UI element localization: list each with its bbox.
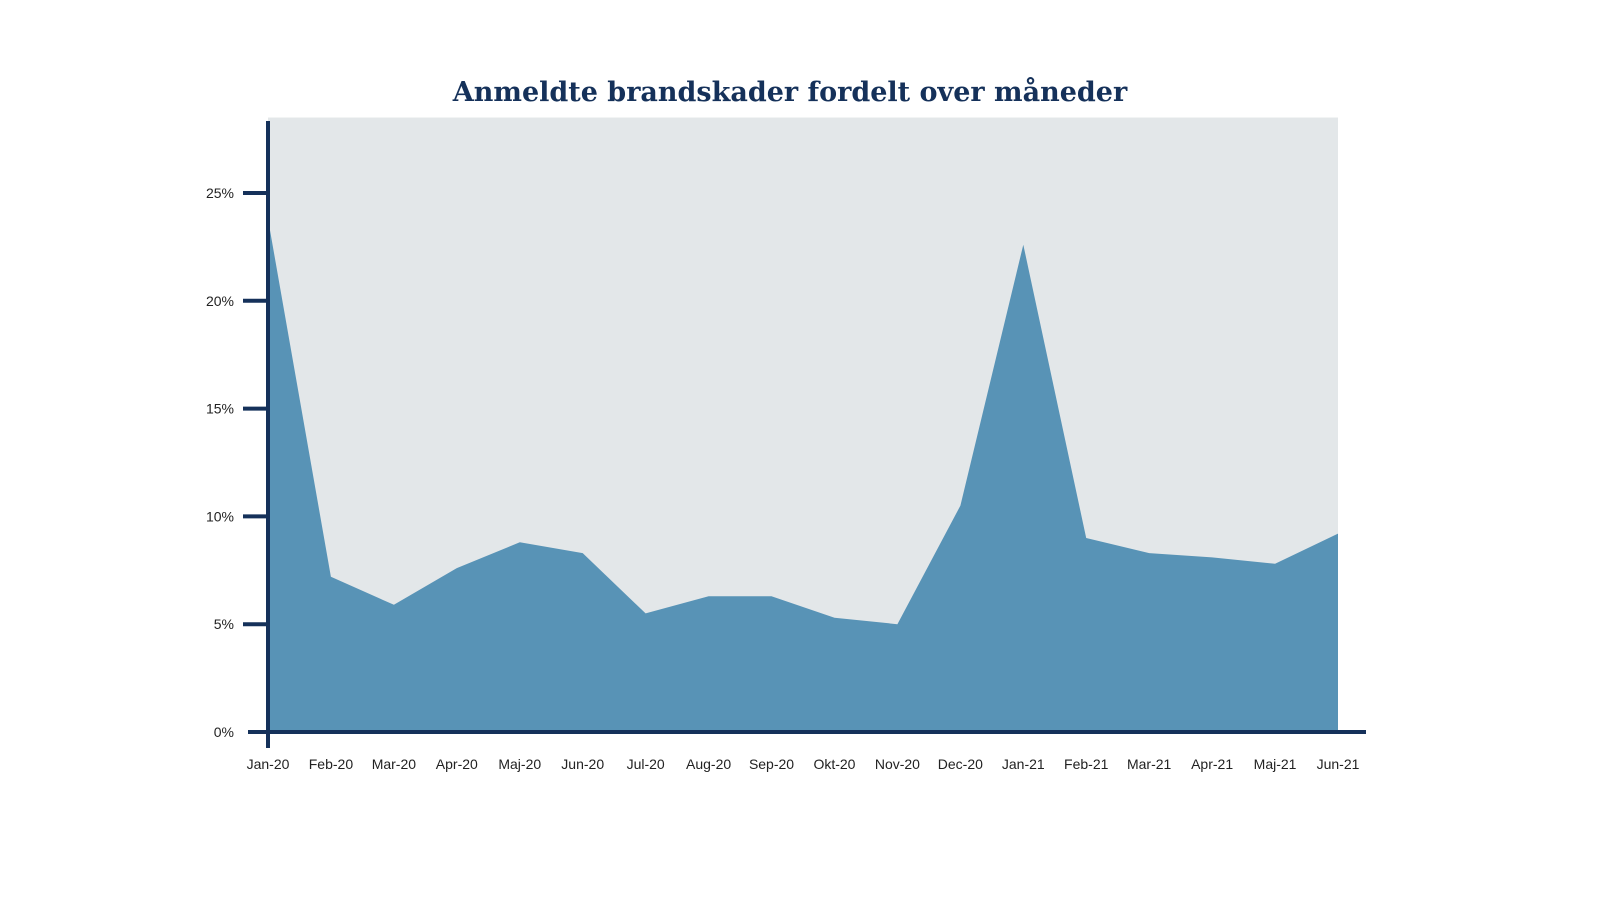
x-tick-label: Jul-20 bbox=[627, 756, 665, 772]
x-tick-label: Jun-21 bbox=[1317, 756, 1360, 772]
y-tick-label: 25% bbox=[206, 185, 234, 201]
x-tick-label: Dec-20 bbox=[938, 756, 983, 772]
x-tick-label: Jan-20 bbox=[247, 756, 290, 772]
x-tick-label: Apr-20 bbox=[436, 756, 478, 772]
y-axis-ticks: 0% 5% 10% 15% 20% 25% bbox=[206, 185, 268, 740]
x-tick-label: Feb-21 bbox=[1064, 756, 1109, 772]
x-tick-label: Nov-20 bbox=[875, 756, 920, 772]
x-tick-label: Jan-21 bbox=[1002, 756, 1045, 772]
series-area bbox=[268, 218, 1338, 732]
x-tick-label: Mar-20 bbox=[372, 756, 417, 772]
x-tick-label: Maj-21 bbox=[1254, 756, 1297, 772]
x-tick-label: Jun-20 bbox=[561, 756, 604, 772]
x-axis-tick-labels: Jan-20 Feb-20 Mar-20 Apr-20 Maj-20 Jun-20 Jul-… bbox=[247, 756, 1360, 772]
x-tick-label: Sep-20 bbox=[749, 756, 794, 772]
y-tick-label: 5% bbox=[214, 616, 234, 632]
chart-title: Anmeldte brandskader fordelt over månede… bbox=[452, 75, 1128, 108]
x-tick-label: Apr-21 bbox=[1191, 756, 1233, 772]
x-tick-label: Maj-20 bbox=[498, 756, 541, 772]
y-tick-label: 15% bbox=[206, 401, 234, 417]
x-tick-label: Okt-20 bbox=[813, 756, 855, 772]
y-tick-label: 10% bbox=[206, 508, 234, 524]
y-tick-label: 20% bbox=[206, 293, 234, 309]
x-tick-label: Aug-20 bbox=[686, 756, 731, 772]
x-tick-label: Feb-20 bbox=[309, 756, 354, 772]
y-tick-label: 0% bbox=[214, 724, 234, 740]
x-tick-label: Mar-21 bbox=[1127, 756, 1172, 772]
